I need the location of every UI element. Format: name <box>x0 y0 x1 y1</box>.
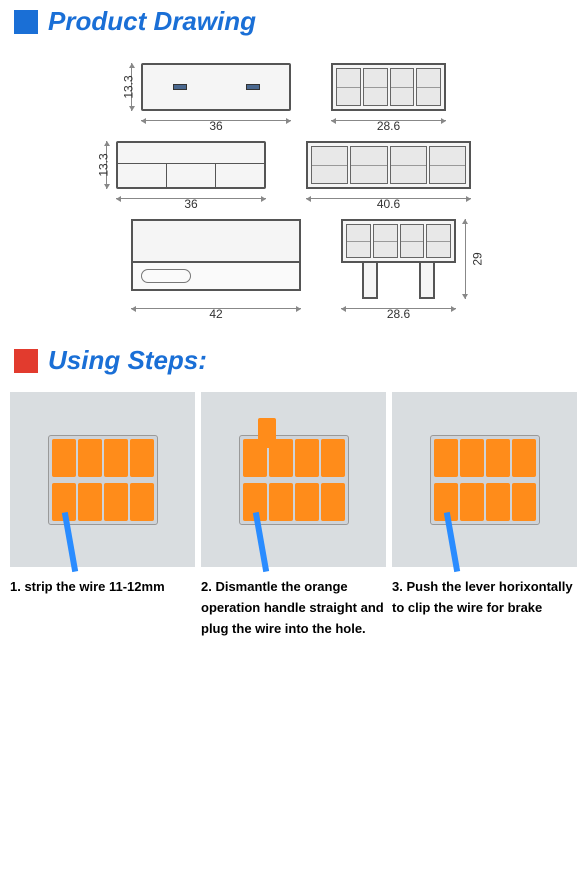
rail-slot-icon <box>141 269 191 283</box>
lever-icon <box>434 439 458 477</box>
dimension-height: 13.3 <box>97 153 111 176</box>
lever-icon <box>460 439 484 477</box>
drawing-row: 36 13.3 40.6 <box>20 141 567 189</box>
drawing-view: 28.6 29 <box>341 219 456 299</box>
dimension-height: 13.3 <box>122 75 136 98</box>
connector-icon <box>239 435 349 525</box>
lever-icon <box>104 439 128 477</box>
drawing-view: 36 13.3 <box>116 141 266 189</box>
panel-icon <box>216 163 264 187</box>
slot-icon <box>173 84 187 90</box>
drawing-view: 28.6 <box>331 63 446 111</box>
lever-icon <box>512 439 536 477</box>
dimension-width: 36 <box>209 119 222 133</box>
dimension-width: 42 <box>209 307 222 321</box>
port-icon <box>429 146 466 184</box>
lever-icon <box>512 483 536 521</box>
drawing-view: 42 <box>131 219 301 299</box>
lever-icon <box>295 439 319 477</box>
steps-images-row <box>0 382 587 573</box>
step-caption-2: 2. Dismantle the orange operation handle… <box>201 577 386 639</box>
port-icon <box>350 146 387 184</box>
panel-icon <box>118 163 167 187</box>
bullet-square-icon <box>14 10 38 34</box>
port-icon <box>363 68 388 106</box>
port-icon <box>373 224 398 258</box>
slot-icon <box>246 84 260 90</box>
dimension-width: 40.6 <box>377 197 400 211</box>
lever-icon <box>486 483 510 521</box>
bullet-square-icon <box>14 349 38 373</box>
connector-icon <box>48 435 158 525</box>
lever-icon <box>269 483 293 521</box>
drawing-row: 36 13.3 28.6 <box>20 63 567 111</box>
din-rail-icon <box>131 263 301 291</box>
port-icon <box>311 146 348 184</box>
step-image-2 <box>201 392 386 567</box>
raised-lever-icon <box>258 418 276 448</box>
dimension-line-icon <box>465 219 466 299</box>
step-caption-3: 3. Push the lever horixontally to clip t… <box>392 577 577 639</box>
port-icon <box>390 68 415 106</box>
port-icon <box>346 224 371 258</box>
lever-icon <box>295 483 319 521</box>
step-caption-1: 1. strip the wire 11-12mm <box>10 577 195 639</box>
mounting-legs-icon <box>341 263 456 299</box>
steps-captions-row: 1. strip the wire 11-12mm2. Dismantle th… <box>0 573 587 649</box>
section-header-steps: Using Steps: <box>0 339 587 382</box>
port-icon <box>400 224 425 258</box>
section-title-steps: Using Steps: <box>48 345 207 376</box>
lever-icon <box>130 439 154 477</box>
lever-icon <box>460 483 484 521</box>
lever-icon <box>486 439 510 477</box>
dimension-width: 28.6 <box>387 307 410 321</box>
port-icon <box>416 68 441 106</box>
lever-icon <box>130 483 154 521</box>
dimension-height: 29 <box>470 252 484 265</box>
lever-icon <box>52 439 76 477</box>
step-image-1 <box>10 392 195 567</box>
connector-body-icon <box>131 219 301 263</box>
drawing-view: 40.6 <box>306 141 471 189</box>
panel-icon <box>167 163 216 187</box>
section-header-drawing: Product Drawing <box>0 0 587 43</box>
drawings-grid: 36 13.3 28.6 <box>0 43 587 339</box>
dimension-width: 28.6 <box>377 119 400 133</box>
lever-icon <box>104 483 128 521</box>
port-icon <box>390 146 427 184</box>
drawing-view: 36 13.3 <box>141 63 291 111</box>
lever-icon <box>78 439 102 477</box>
lever-icon <box>78 483 102 521</box>
port-icon <box>336 68 361 106</box>
port-icon <box>426 224 451 258</box>
section-title-drawing: Product Drawing <box>48 6 256 37</box>
drawing-row: 42 28.6 29 <box>20 219 567 299</box>
step-image-3 <box>392 392 577 567</box>
lever-icon <box>321 439 345 477</box>
connector-icon <box>430 435 540 525</box>
lever-icon <box>321 483 345 521</box>
dimension-width: 36 <box>184 197 197 211</box>
